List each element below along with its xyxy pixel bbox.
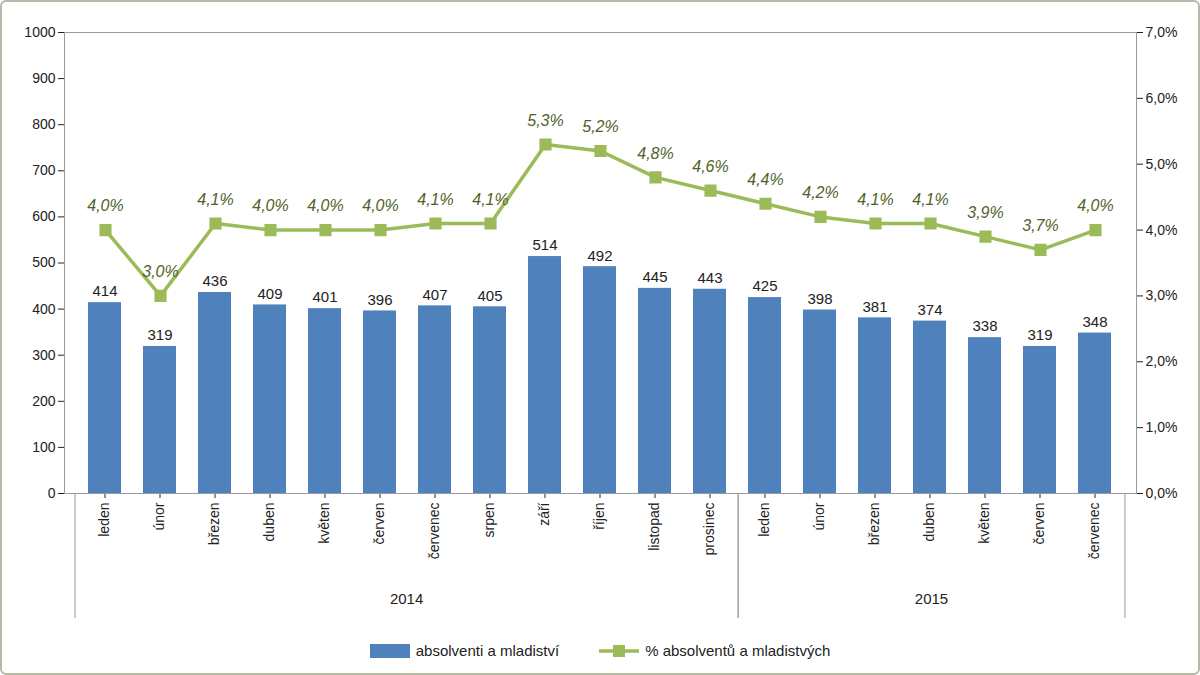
svg-text:414: 414 bbox=[92, 282, 117, 299]
svg-text:4,4%: 4,4% bbox=[747, 171, 783, 188]
svg-text:425: 425 bbox=[752, 277, 777, 294]
svg-text:duben: duben bbox=[261, 503, 277, 542]
html-text:absolventi a mladiství: absolventi a mladiství bbox=[415, 642, 560, 659]
svg-text:červen: červen bbox=[1031, 503, 1047, 545]
svg-text:5,0%: 5,0% bbox=[1146, 156, 1178, 172]
svg-text:0: 0 bbox=[48, 485, 56, 501]
svg-text:únor: únor bbox=[811, 502, 827, 530]
svg-text:říjen: říjen bbox=[591, 503, 607, 530]
svg-text:březen: březen bbox=[866, 503, 882, 546]
svg-text:3,9%: 3,9% bbox=[967, 204, 1003, 221]
svg-text:7,0%: 7,0% bbox=[1146, 24, 1178, 40]
svg-text:4,0%: 4,0% bbox=[252, 197, 288, 214]
svg-text:4,1%: 4,1% bbox=[857, 191, 893, 208]
svg-text:492: 492 bbox=[587, 246, 612, 263]
svg-text:červenec: červenec bbox=[426, 503, 442, 560]
svg-text:514: 514 bbox=[532, 236, 557, 253]
svg-text:květen: květen bbox=[976, 503, 992, 544]
svg-text:4,8%: 4,8% bbox=[637, 145, 673, 162]
svg-text:3,0%: 3,0% bbox=[1146, 287, 1178, 303]
svg-text:374: 374 bbox=[917, 301, 942, 318]
svg-text:100: 100 bbox=[32, 439, 56, 455]
svg-text:květen: květen bbox=[316, 503, 332, 544]
svg-text:348: 348 bbox=[1082, 313, 1107, 330]
svg-text:4,6%: 4,6% bbox=[692, 158, 728, 175]
svg-text:4,0%: 4,0% bbox=[1146, 222, 1178, 238]
svg-text:4,1%: 4,1% bbox=[472, 191, 508, 208]
svg-text:4,0%: 4,0% bbox=[1077, 197, 1113, 214]
svg-text:409: 409 bbox=[257, 285, 282, 302]
svg-text:401: 401 bbox=[312, 288, 337, 305]
svg-text:4,0%: 4,0% bbox=[362, 197, 398, 214]
svg-text:5,3%: 5,3% bbox=[527, 112, 563, 129]
svg-text:3,0%: 3,0% bbox=[142, 263, 178, 280]
svg-text:200: 200 bbox=[32, 393, 56, 409]
svg-text:398: 398 bbox=[807, 290, 832, 307]
svg-text:319: 319 bbox=[1027, 326, 1052, 343]
svg-text:445: 445 bbox=[642, 268, 667, 285]
svg-text:407: 407 bbox=[422, 286, 447, 303]
svg-text:3,7%: 3,7% bbox=[1022, 217, 1058, 234]
svg-text:5,2%: 5,2% bbox=[582, 118, 618, 135]
svg-text:duben: duben bbox=[921, 503, 937, 542]
svg-text:4,1%: 4,1% bbox=[912, 191, 948, 208]
svg-text:1,0%: 1,0% bbox=[1146, 419, 1178, 435]
svg-text:700: 700 bbox=[32, 162, 56, 178]
svg-text:2014: 2014 bbox=[390, 590, 423, 607]
html-text:% absolventů a mladistvých: % absolventů a mladistvých bbox=[645, 642, 831, 659]
svg-text:6,0%: 6,0% bbox=[1146, 90, 1178, 106]
svg-text:4,1%: 4,1% bbox=[197, 191, 233, 208]
svg-text:prosinec: prosinec bbox=[701, 503, 717, 556]
svg-text:319: 319 bbox=[147, 326, 172, 343]
svg-text:leden: leden bbox=[756, 503, 772, 537]
svg-text:400: 400 bbox=[32, 301, 56, 317]
svg-text:leden: leden bbox=[96, 503, 112, 537]
svg-text:červen: červen bbox=[371, 503, 387, 545]
svg-text:září: září bbox=[536, 502, 552, 525]
svg-text:405: 405 bbox=[477, 287, 502, 304]
svg-text:4,0%: 4,0% bbox=[307, 197, 343, 214]
svg-text:4,1%: 4,1% bbox=[417, 191, 453, 208]
svg-text:800: 800 bbox=[32, 116, 56, 132]
svg-text:4,2%: 4,2% bbox=[802, 184, 838, 201]
svg-text:srpen: srpen bbox=[481, 503, 497, 538]
svg-text:300: 300 bbox=[32, 347, 56, 363]
svg-text:900: 900 bbox=[32, 70, 56, 86]
svg-text:600: 600 bbox=[32, 208, 56, 224]
svg-text:červenec: červenec bbox=[1086, 503, 1102, 560]
svg-text:436: 436 bbox=[202, 272, 227, 289]
svg-text:listopad: listopad bbox=[646, 503, 662, 551]
svg-text:březen: březen bbox=[206, 503, 222, 546]
svg-text:443: 443 bbox=[697, 269, 722, 286]
svg-text:0,0%: 0,0% bbox=[1146, 485, 1178, 501]
svg-text:381: 381 bbox=[862, 298, 887, 315]
svg-text:únor: únor bbox=[151, 502, 167, 530]
svg-text:396: 396 bbox=[367, 291, 392, 308]
svg-text:4,0%: 4,0% bbox=[87, 197, 123, 214]
svg-text:2,0%: 2,0% bbox=[1146, 353, 1178, 369]
svg-text:1000: 1000 bbox=[24, 24, 55, 40]
svg-text:500: 500 bbox=[32, 254, 56, 270]
svg-text:338: 338 bbox=[972, 317, 997, 334]
svg-text:2015: 2015 bbox=[915, 590, 948, 607]
